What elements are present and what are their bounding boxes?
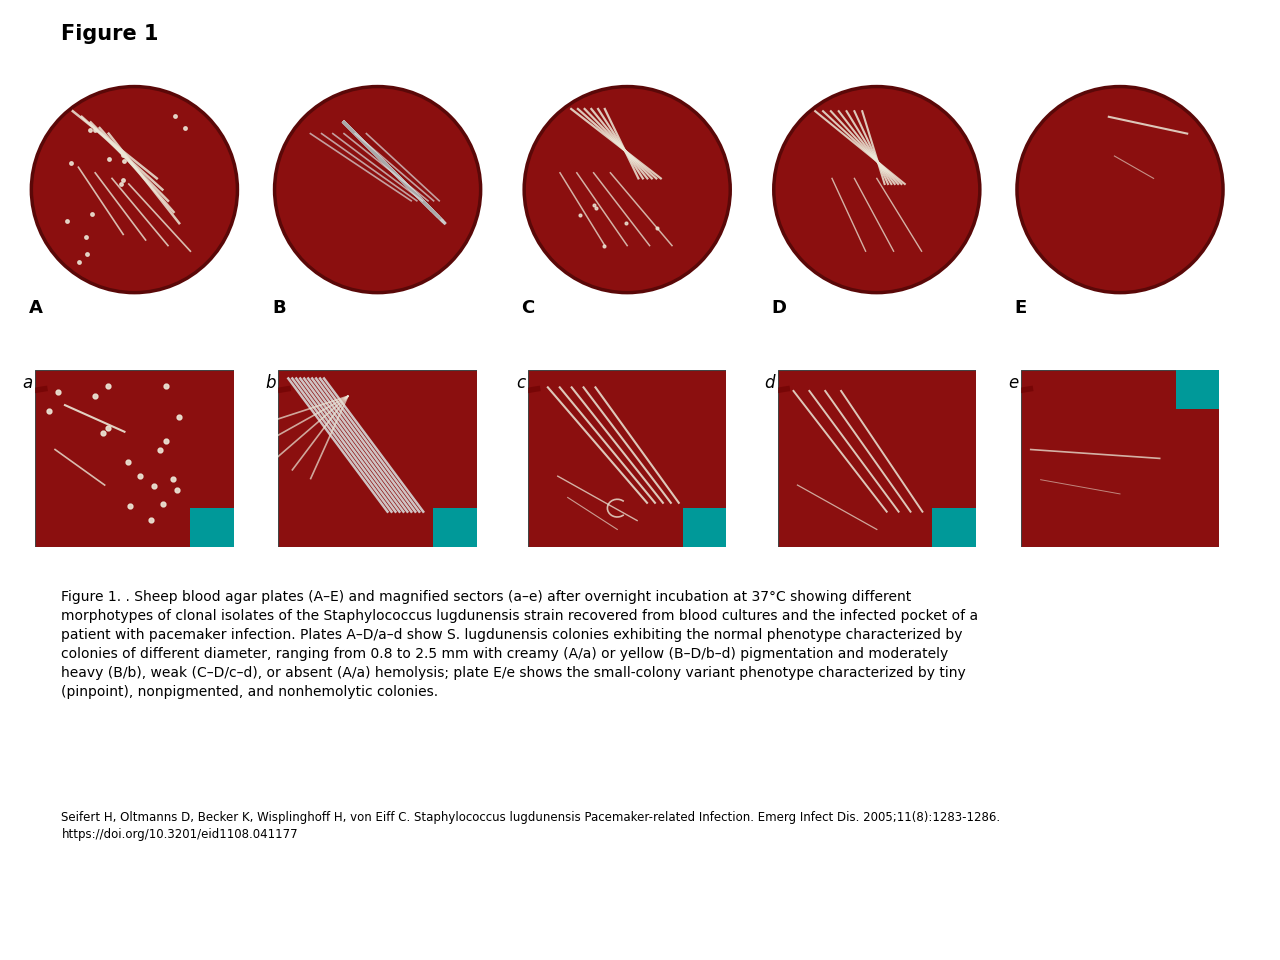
Text: e: e <box>1007 374 1019 393</box>
FancyBboxPatch shape <box>778 370 977 547</box>
Circle shape <box>274 86 480 293</box>
FancyBboxPatch shape <box>1021 370 1220 547</box>
Text: C: C <box>522 299 535 317</box>
FancyBboxPatch shape <box>279 370 476 547</box>
FancyBboxPatch shape <box>433 508 476 547</box>
Text: E: E <box>1014 299 1027 317</box>
Text: D: D <box>771 299 786 317</box>
FancyBboxPatch shape <box>35 370 233 547</box>
FancyBboxPatch shape <box>1175 370 1220 409</box>
Text: A: A <box>29 299 42 317</box>
Text: c: c <box>516 374 525 393</box>
FancyBboxPatch shape <box>932 508 977 547</box>
Text: b: b <box>265 374 276 393</box>
FancyBboxPatch shape <box>682 508 727 547</box>
Text: Seifert H, Oltmanns D, Becker K, Wisplinghoff H, von Eiff C. Staphylococcus lugd: Seifert H, Oltmanns D, Becker K, Wisplin… <box>61 811 1001 841</box>
Circle shape <box>524 86 730 293</box>
Text: B: B <box>273 299 285 317</box>
Text: Figure 1: Figure 1 <box>61 24 159 44</box>
FancyBboxPatch shape <box>529 370 727 547</box>
FancyBboxPatch shape <box>189 508 233 547</box>
Text: d: d <box>764 374 776 393</box>
Circle shape <box>1018 86 1224 293</box>
Circle shape <box>773 86 980 293</box>
Circle shape <box>31 86 238 293</box>
Text: a: a <box>22 374 32 393</box>
Text: Figure 1. . Sheep blood agar plates (A–E) and magnified sectors (a–e) after over: Figure 1. . Sheep blood agar plates (A–E… <box>61 590 979 699</box>
